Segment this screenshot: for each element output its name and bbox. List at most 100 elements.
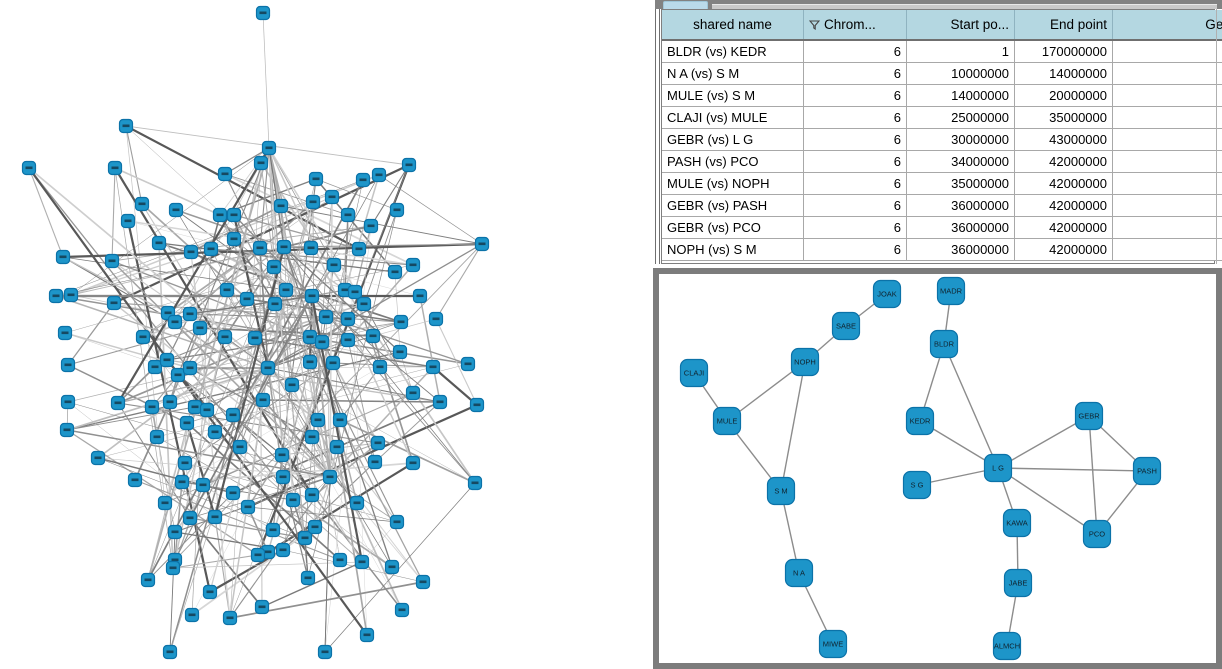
subnetwork-node[interactable]: MULE — [712, 406, 742, 436]
network-node[interactable] — [165, 560, 181, 576]
subnetwork-node[interactable]: KEDR — [905, 406, 935, 436]
network-node[interactable] — [260, 360, 276, 376]
network-node[interactable] — [207, 424, 223, 440]
table-row[interactable]: GEBR (vs) PASH636000000420000008.9 — [662, 194, 1222, 217]
network-node[interactable] — [48, 288, 64, 304]
node-shape[interactable] — [1132, 456, 1162, 486]
network-node[interactable] — [174, 474, 190, 490]
network-node[interactable] — [167, 314, 183, 330]
node-shape[interactable] — [992, 631, 1022, 661]
network-node[interactable] — [314, 334, 330, 350]
network-node[interactable] — [275, 542, 291, 558]
table-row[interactable]: NOPH (vs) S M636000000420000009.9 — [662, 238, 1222, 261]
network-overview-canvas[interactable] — [0, 0, 655, 669]
network-node[interactable] — [340, 311, 356, 327]
network-node[interactable] — [300, 570, 316, 586]
network-node[interactable] — [322, 469, 338, 485]
network-node[interactable] — [354, 554, 370, 570]
network-node[interactable] — [432, 394, 448, 410]
network-node[interactable] — [325, 355, 341, 371]
node-shape[interactable] — [831, 311, 861, 341]
table-row[interactable]: PASH (vs) PCO6340000004200000011.4 — [662, 150, 1222, 173]
network-node[interactable] — [469, 397, 485, 413]
network-node[interactable] — [324, 189, 340, 205]
network-node[interactable] — [90, 450, 106, 466]
network-node[interactable] — [363, 218, 379, 234]
network-node[interactable] — [21, 160, 37, 176]
network-node[interactable] — [232, 439, 248, 455]
network-node[interactable] — [225, 407, 241, 423]
network-node[interactable] — [144, 399, 160, 415]
subnetwork-node[interactable]: MIWE — [818, 629, 848, 659]
network-node[interactable] — [127, 472, 143, 488]
network-node[interactable] — [305, 194, 321, 210]
node-shape[interactable] — [784, 558, 814, 588]
network-node[interactable] — [182, 360, 198, 376]
network-node[interactable] — [274, 447, 290, 463]
subnetwork-node[interactable]: ALMCH — [992, 631, 1022, 661]
network-node[interactable] — [134, 196, 150, 212]
network-node[interactable] — [225, 485, 241, 501]
network-node[interactable] — [415, 574, 431, 590]
table-row[interactable]: CLAJI (vs) MULE625000000350000005.9 — [662, 106, 1222, 129]
network-node[interactable] — [384, 559, 400, 575]
node-shape[interactable] — [1003, 568, 1033, 598]
network-node[interactable] — [184, 607, 200, 623]
network-node[interactable] — [183, 244, 199, 260]
node-shape[interactable] — [712, 406, 742, 436]
node-shape[interactable] — [936, 276, 966, 306]
network-node[interactable] — [253, 155, 269, 171]
subnetwork-edge[interactable] — [997, 467, 1148, 472]
network-node[interactable] — [389, 514, 405, 530]
network-node[interactable] — [199, 402, 215, 418]
subnetwork-node[interactable]: GEBR — [1074, 401, 1104, 431]
subnetwork-node[interactable]: NOPH — [790, 347, 820, 377]
network-node[interactable] — [389, 202, 405, 218]
network-node[interactable] — [394, 602, 410, 618]
network-node[interactable] — [367, 454, 383, 470]
node-shape[interactable] — [929, 329, 959, 359]
node-shape[interactable] — [872, 279, 902, 309]
network-node[interactable] — [182, 510, 198, 526]
network-node[interactable] — [226, 231, 242, 247]
network-node[interactable] — [57, 325, 73, 341]
filter-icon[interactable] — [809, 20, 820, 30]
network-node[interactable] — [276, 239, 292, 255]
network-node[interactable] — [59, 422, 75, 438]
network-node[interactable] — [302, 329, 318, 345]
network-node[interactable] — [340, 207, 356, 223]
network-node[interactable] — [252, 240, 268, 256]
network-node[interactable] — [192, 320, 208, 336]
network-node[interactable] — [340, 332, 356, 348]
network-node[interactable] — [254, 599, 270, 615]
network-node[interactable] — [310, 412, 326, 428]
network-node[interactable] — [170, 367, 186, 383]
network-node[interactable] — [332, 552, 348, 568]
node-shape[interactable] — [766, 476, 796, 506]
subnetwork-canvas[interactable]: JOAK SABE NOPH CLAJI MULE S M N A MIWE MADR BLDR K… — [659, 274, 1216, 663]
network-node[interactable] — [104, 253, 120, 269]
network-node[interactable] — [240, 499, 256, 515]
network-node[interactable] — [326, 257, 342, 273]
network-node[interactable] — [273, 198, 289, 214]
network-node[interactable] — [255, 5, 271, 21]
subnetwork-node[interactable]: BLDR — [929, 329, 959, 359]
node-shape[interactable] — [1002, 508, 1032, 538]
network-node[interactable] — [217, 166, 233, 182]
network-node[interactable] — [239, 291, 255, 307]
network-node[interactable] — [356, 296, 372, 312]
network-node[interactable] — [405, 455, 421, 471]
network-node[interactable] — [60, 394, 76, 410]
network-node[interactable] — [307, 519, 323, 535]
network-node[interactable] — [222, 610, 238, 626]
network-node[interactable] — [285, 492, 301, 508]
node-shape[interactable] — [905, 406, 935, 436]
network-node[interactable] — [261, 140, 277, 156]
network-node[interactable] — [195, 477, 211, 493]
network-node[interactable] — [187, 399, 203, 415]
network-node[interactable] — [371, 167, 387, 183]
network-node[interactable] — [355, 172, 371, 188]
network-node[interactable] — [303, 240, 319, 256]
network-node[interactable] — [267, 296, 283, 312]
network-node[interactable] — [317, 644, 333, 660]
